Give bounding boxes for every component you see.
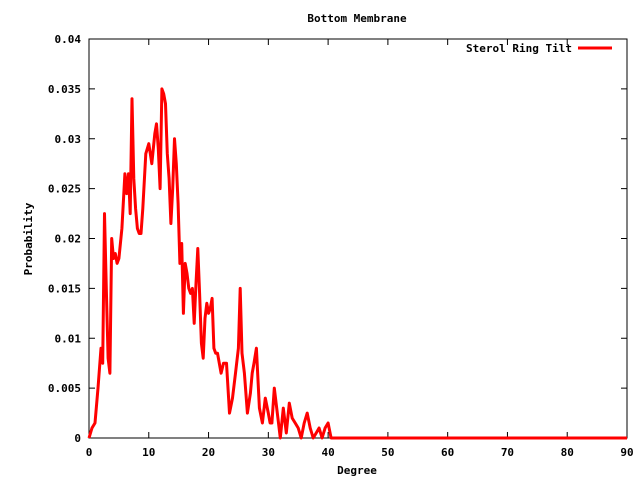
x-tick-label: 50 [381,446,394,459]
y-axis-label: Probability [22,202,35,275]
y-tick-label: 0.01 [55,332,82,345]
y-tick-label: 0.015 [48,282,81,295]
x-tick-label: 0 [86,446,93,459]
y-tick-label: 0.03 [55,133,82,146]
series-layer [87,87,627,440]
x-tick-label: 90 [620,446,633,459]
y-tick-label: 0.025 [48,183,81,196]
plot-area-frame [88,38,628,439]
x-tick-label: 70 [501,446,514,459]
y-tick-label: 0.035 [48,83,81,96]
legend: Sterol Ring Tilt [466,42,612,55]
x-tick-label: 40 [321,446,334,459]
x-tick-label: 10 [142,446,155,459]
x-tick-label: 20 [202,446,215,459]
y-tick-label: 0.02 [55,233,82,246]
x-tick-label: 60 [441,446,454,459]
x-tick-label: 80 [561,446,574,459]
axis-ticks: 0 10 20 30 40 50 60 70 80 90 0 0.005 0.01 0.015 0.02 0.… [48,33,634,459]
x-tick-label: 30 [262,446,275,459]
y-tick-label: 0 [74,432,81,445]
y-tick-label: 0.04 [55,33,82,46]
y-tick-label: 0.005 [48,382,81,395]
series-line [87,87,627,440]
x-axis-label: Degree [337,464,377,477]
chart-title: Bottom Membrane [307,12,407,25]
legend-label: Sterol Ring Tilt [466,42,572,55]
